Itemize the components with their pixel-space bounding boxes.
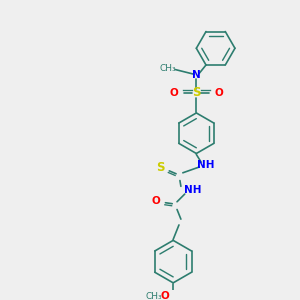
Text: O: O [214, 88, 223, 98]
Text: O: O [170, 88, 178, 98]
Text: S: S [156, 160, 165, 173]
Text: CH₃: CH₃ [159, 64, 176, 73]
Text: CH₃: CH₃ [146, 292, 162, 300]
Text: S: S [192, 86, 201, 99]
Text: N: N [192, 70, 201, 80]
Text: NH: NH [197, 160, 215, 170]
Text: O: O [160, 291, 169, 300]
Text: O: O [152, 196, 160, 206]
Text: NH: NH [184, 185, 201, 195]
